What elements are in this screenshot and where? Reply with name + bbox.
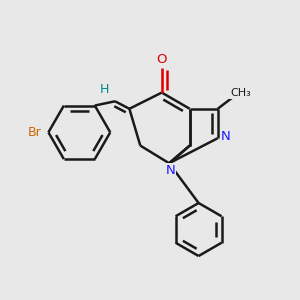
Text: H: H xyxy=(100,83,110,96)
Text: CH₃: CH₃ xyxy=(230,88,251,98)
Text: N: N xyxy=(221,130,231,143)
Text: O: O xyxy=(157,53,167,66)
Text: N: N xyxy=(166,164,176,177)
Text: Br: Br xyxy=(28,126,42,139)
